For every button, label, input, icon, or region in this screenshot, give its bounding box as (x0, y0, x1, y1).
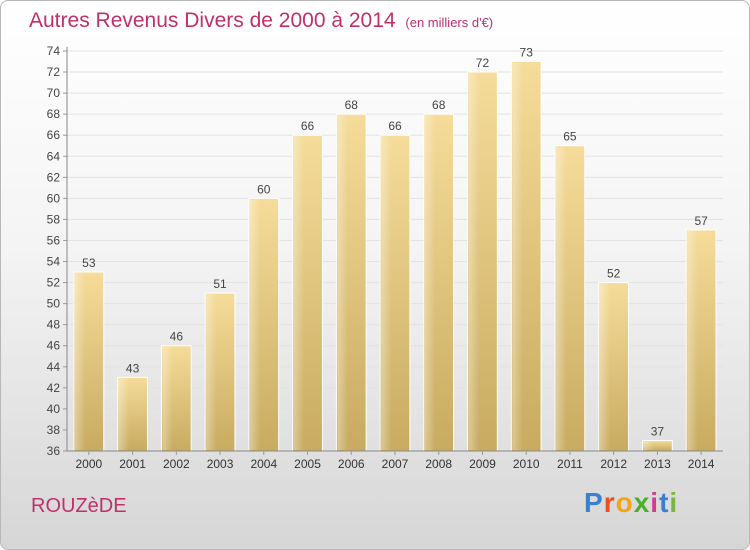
data-label: 53 (82, 256, 96, 270)
y-tick-label: 36 (47, 444, 61, 458)
x-tick-label: 2001 (119, 457, 146, 471)
data-label: 66 (301, 119, 315, 133)
bar-highlight-2005 (293, 136, 305, 451)
bars (73, 61, 717, 452)
data-label: 68 (345, 98, 359, 112)
chart-subtitle: (en milliers d'€) (405, 15, 494, 30)
x-tick-label: 2011 (557, 457, 583, 471)
data-label: 37 (651, 424, 665, 438)
data-label: 46 (170, 330, 184, 344)
y-tick-label: 56 (47, 233, 61, 247)
y-tick-label: 46 (47, 339, 61, 353)
logo-letter: t (659, 487, 670, 518)
bar-highlight-2012 (599, 283, 611, 450)
y-tick-label: 72 (47, 65, 61, 79)
data-label: 60 (257, 182, 271, 196)
bar-highlight-2004 (249, 199, 261, 450)
place-name: ROUZèDE (31, 495, 127, 517)
y-tick-label: 52 (47, 276, 61, 290)
y-tick-label: 50 (47, 297, 61, 311)
x-tick-label: 2004 (250, 457, 277, 471)
data-label: 65 (563, 130, 577, 144)
y-tick-label: 44 (47, 360, 61, 374)
x-tick-label: 2007 (382, 457, 409, 471)
bar-highlight-2000 (74, 273, 86, 450)
bar-highlight-2007 (381, 136, 392, 451)
data-label: 66 (388, 119, 402, 133)
logo-letter: r (603, 487, 616, 518)
bar-highlight-2013 (643, 441, 654, 450)
logo-letter: o (615, 487, 634, 518)
bar-highlight-2001 (118, 378, 130, 450)
x-tick-label: 2014 (688, 457, 715, 471)
x-tick-label: 2012 (600, 457, 627, 471)
y-tick-label: 74 (47, 44, 61, 58)
bar-highlight-2010 (512, 62, 523, 451)
x-tick-labels: 2000 2001 2002 2003 2004 2005 2006 2007 2008 2009… (76, 451, 715, 471)
x-tick-label: 2010 (513, 457, 540, 471)
data-label: 43 (126, 361, 140, 375)
data-label: 57 (694, 214, 708, 228)
proxiti-logo: Proxiti (584, 487, 678, 519)
y-tick-label: 68 (47, 107, 61, 121)
y-tick-label: 40 (47, 402, 61, 416)
x-tick-label: 2002 (163, 457, 190, 471)
x-tick-label: 2009 (469, 457, 496, 471)
data-label: 51 (213, 277, 227, 291)
bar-highlight-2003 (206, 294, 217, 450)
chart-title: Autres Revenus Divers de 2000 à 2014 (en… (29, 9, 493, 33)
x-tick-label: 2013 (644, 457, 671, 471)
y-tick-label: 64 (47, 149, 61, 163)
bar-highlight-2014 (687, 230, 698, 450)
y-tick-label: 48 (47, 318, 61, 332)
data-labels: 53 43 46 51 60 66 68 66 68 72 73 65 52 37 57 (82, 46, 708, 439)
logo-letter: P (584, 487, 604, 518)
y-tick-label: 54 (47, 255, 61, 269)
x-tick-label: 2006 (338, 457, 365, 471)
logo-letter: i (650, 487, 660, 518)
bar-highlight-2006 (337, 115, 348, 450)
y-tick-label: 70 (47, 86, 61, 100)
data-label: 73 (520, 46, 534, 60)
y-tick-label: 62 (47, 170, 61, 184)
x-tick-label: 2005 (294, 457, 321, 471)
data-label: 52 (607, 267, 621, 281)
y-tick-label: 38 (47, 423, 61, 437)
bar-highlight-2008 (424, 115, 436, 450)
x-tick-label: 2008 (425, 457, 452, 471)
y-tick-label: 58 (47, 212, 61, 226)
data-label: 72 (476, 56, 490, 70)
x-tick-label: 2000 (76, 457, 103, 471)
logo-letter: i (669, 487, 679, 518)
bar-highlight-2011 (556, 146, 567, 450)
chart-title-text: Autres Revenus Divers de 2000 à 2014 (29, 9, 396, 32)
y-tick-label: 60 (47, 191, 61, 205)
y-tick-label: 66 (47, 128, 61, 142)
y-tick-labels: 36 38 40 42 44 46 48 50 52 54 56 58 60 62 64 66 68 70 72 74 (47, 44, 61, 458)
x-tick-label: 2003 (207, 457, 234, 471)
bar-highlight-2009 (468, 73, 480, 450)
data-label: 68 (432, 98, 446, 112)
y-tick-label: 42 (47, 381, 61, 395)
logo-letter: x (633, 487, 651, 518)
bar-highlight-2002 (162, 346, 173, 450)
